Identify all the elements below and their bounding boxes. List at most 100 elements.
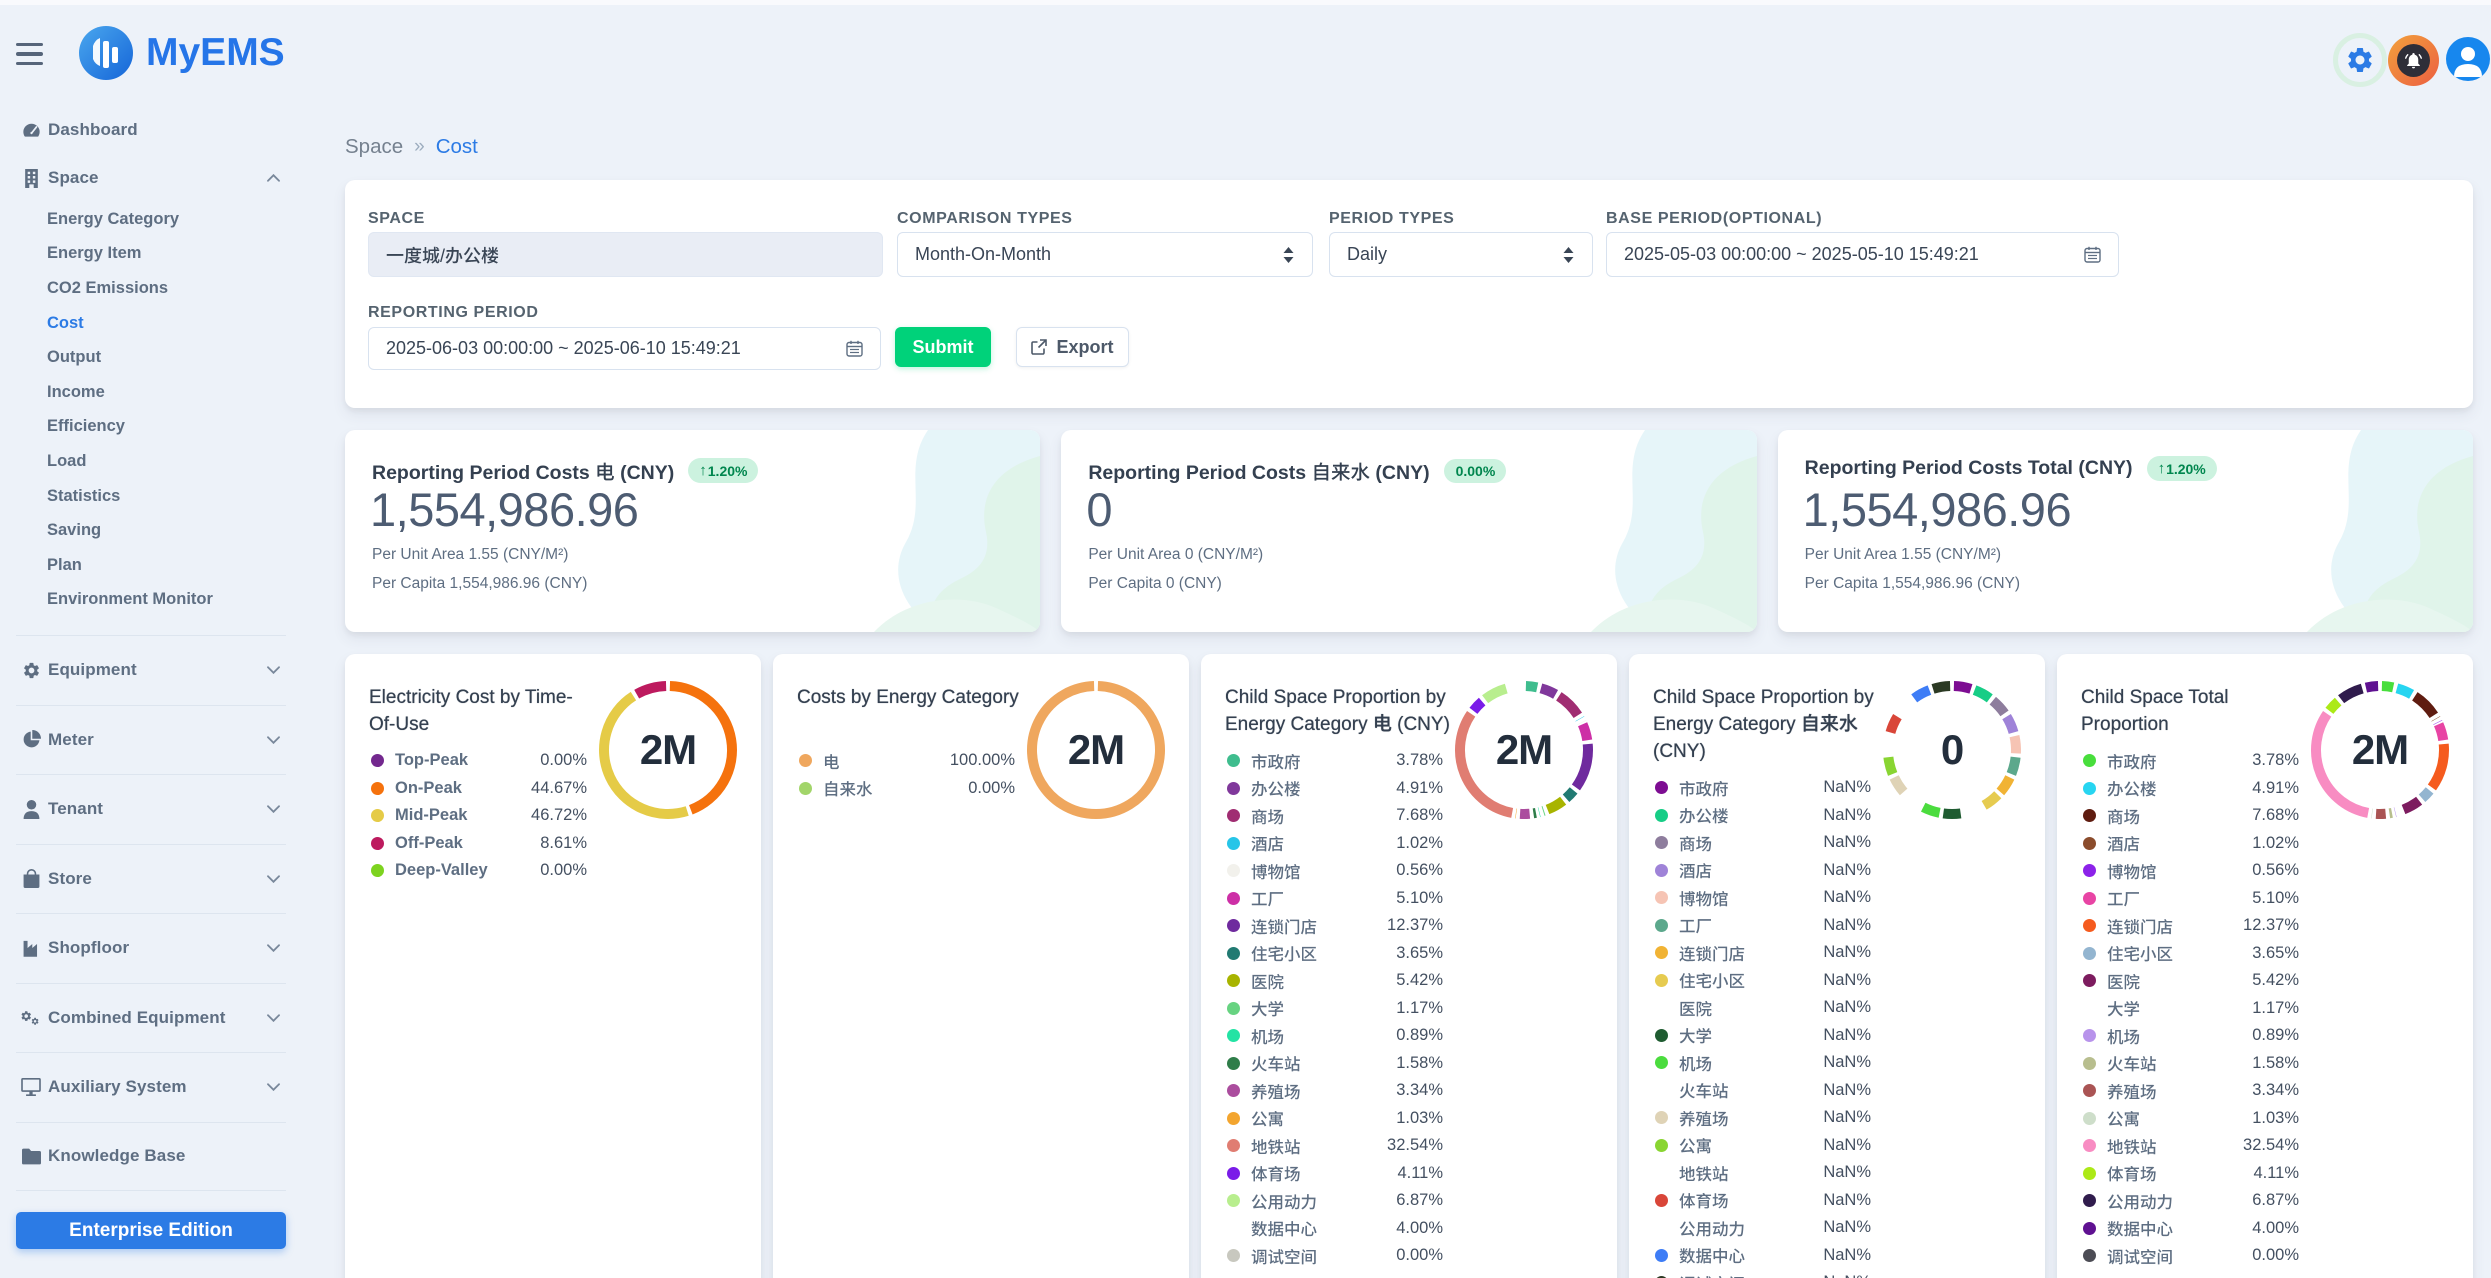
sidebar-item-store[interactable]: Store — [16, 845, 286, 914]
sidebar-subitem-income[interactable]: Income — [47, 382, 105, 401]
reporting-period-input[interactable]: 2025-06-03 00:00:00 ~ 2025-06-10 15:49:2… — [368, 327, 881, 370]
legend-item[interactable]: 大学 1.17% — [2083, 995, 2299, 1023]
sidebar-subitem-cost[interactable]: Cost — [47, 313, 84, 332]
legend-item[interactable]: 医院 5.42% — [2083, 967, 2299, 995]
legend-item[interactable]: 住宅小区 3.65% — [1227, 940, 1443, 968]
enterprise-edition-button[interactable]: Enterprise Edition — [16, 1212, 286, 1250]
legend-item[interactable]: 大学 1.17% — [1227, 995, 1443, 1023]
legend-item[interactable]: 工厂 NaN% — [1655, 912, 1871, 940]
sidebar-item-combined-equipment[interactable]: Combined Equipment — [16, 984, 286, 1053]
legend-item[interactable]: 酒店 NaN% — [1655, 857, 1871, 885]
sidebar-subitem-environment-monitor[interactable]: Environment Monitor — [47, 590, 213, 609]
legend-item[interactable]: 调试空间 NaN% — [1655, 1269, 1871, 1278]
sidebar-item-auxiliary-system[interactable]: Auxiliary System — [16, 1053, 286, 1122]
legend-item[interactable]: On-Peak 44.67% — [371, 775, 587, 803]
legend-item[interactable]: 医院 5.42% — [1227, 967, 1443, 995]
legend-item[interactable]: 数据中心 4.00% — [2083, 1215, 2299, 1243]
period-types-select[interactable]: Daily — [1329, 232, 1593, 277]
hamburger-menu-icon[interactable] — [16, 43, 43, 65]
legend-item[interactable]: 公寓 1.03% — [1227, 1105, 1443, 1133]
legend-item[interactable]: 调试空间 0.00% — [1227, 1242, 1443, 1270]
legend-item[interactable]: 博物馆 NaN% — [1655, 884, 1871, 912]
legend-item[interactable]: 市政府 3.78% — [2083, 747, 2299, 775]
legend-item[interactable]: 机场 0.89% — [2083, 1022, 2299, 1050]
legend-item[interactable]: 公寓 NaN% — [1655, 1132, 1871, 1160]
legend-item[interactable]: Top-Peak 0.00% — [371, 747, 587, 775]
legend-item[interactable]: 酒店 1.02% — [2083, 830, 2299, 858]
sidebar-item-knowledge-base[interactable]: Knowledge Base — [16, 1123, 286, 1191]
legend-item[interactable]: Off-Peak 8.61% — [371, 830, 587, 858]
sidebar-subitem-energy-item[interactable]: Energy Item — [47, 244, 142, 263]
sidebar-item-meter[interactable]: Meter — [16, 706, 286, 775]
sidebar-subitem-statistics[interactable]: Statistics — [47, 486, 121, 505]
legend-item[interactable]: 体育场 4.11% — [2083, 1160, 2299, 1188]
legend-item[interactable]: 酒店 1.02% — [1227, 830, 1443, 858]
submit-button[interactable]: Submit — [895, 327, 991, 367]
legend-item[interactable]: 体育场 4.11% — [1227, 1160, 1443, 1188]
legend-item[interactable]: Mid-Peak 46.72% — [371, 802, 587, 830]
legend-item[interactable]: 医院 NaN% — [1655, 994, 1871, 1022]
legend-item[interactable]: 商场 7.68% — [2083, 802, 2299, 830]
legend-item[interactable]: 养殖场 3.34% — [1227, 1077, 1443, 1105]
legend-item[interactable]: 机场 0.89% — [1227, 1022, 1443, 1050]
legend-item[interactable]: 工厂 5.10% — [2083, 885, 2299, 913]
legend-item[interactable]: 火车站 1.58% — [1227, 1050, 1443, 1078]
legend-item[interactable]: 市政府 3.78% — [1227, 747, 1443, 775]
legend-item[interactable]: 调试空间 0.00% — [2083, 1242, 2299, 1270]
sidebar-subitem-efficiency[interactable]: Efficiency — [47, 417, 125, 436]
legend-item[interactable]: 商场 7.68% — [1227, 802, 1443, 830]
sidebar-subitem-load[interactable]: Load — [47, 451, 87, 470]
legend-item[interactable]: 连锁门店 12.37% — [1227, 912, 1443, 940]
user-avatar[interactable] — [2446, 37, 2490, 81]
legend-item[interactable]: 养殖场 3.34% — [2083, 1077, 2299, 1105]
sidebar-item-space[interactable]: Space — [16, 154, 286, 202]
legend-item[interactable]: 体育场 NaN% — [1655, 1187, 1871, 1215]
legend-item[interactable]: 博物馆 0.56% — [2083, 857, 2299, 885]
legend-item[interactable]: 数据中心 NaN% — [1655, 1242, 1871, 1270]
legend-item[interactable]: 工厂 5.10% — [1227, 885, 1443, 913]
settings-gear-button[interactable] — [2333, 33, 2387, 87]
sidebar-item-dashboard[interactable]: Dashboard — [16, 106, 286, 154]
legend-item[interactable]: 市政府 NaN% — [1655, 774, 1871, 802]
legend-item[interactable]: 机场 NaN% — [1655, 1049, 1871, 1077]
legend-item[interactable]: 住宅小区 3.65% — [2083, 940, 2299, 968]
legend-item[interactable]: 办公楼 4.91% — [2083, 775, 2299, 803]
sidebar-item-tenant[interactable]: Tenant — [16, 775, 286, 844]
legend-item[interactable]: 养殖场 NaN% — [1655, 1104, 1871, 1132]
brand-logo[interactable]: MyEMS — [79, 26, 285, 80]
sidebar-item-shopfloor[interactable]: Shopfloor — [16, 914, 286, 983]
sidebar-subitem-saving[interactable]: Saving — [47, 521, 102, 540]
sidebar-subitem-plan[interactable]: Plan — [47, 555, 82, 574]
legend-item[interactable]: Deep-Valley 0.00% — [371, 857, 587, 885]
legend-item[interactable]: 大学 NaN% — [1655, 1022, 1871, 1050]
sidebar-item-equipment[interactable]: Equipment — [16, 636, 286, 705]
legend-item[interactable]: 公用动力 6.87% — [2083, 1187, 2299, 1215]
legend-item[interactable]: 电 100.00% — [799, 747, 1015, 775]
legend-item[interactable]: 火车站 1.58% — [2083, 1050, 2299, 1078]
export-button[interactable]: Export — [1016, 327, 1129, 367]
legend-item[interactable]: 连锁门店 12.37% — [2083, 912, 2299, 940]
breadcrumb-space-link[interactable]: Space — [345, 135, 404, 158]
legend-item[interactable]: 办公楼 4.91% — [1227, 775, 1443, 803]
legend-item[interactable]: 公寓 1.03% — [2083, 1105, 2299, 1133]
legend-item[interactable]: 地铁站 32.54% — [2083, 1132, 2299, 1160]
sidebar-subitem-co2-emissions[interactable]: CO2 Emissions — [47, 278, 169, 297]
legend-item[interactable]: 地铁站 32.54% — [1227, 1132, 1443, 1160]
legend-item[interactable]: 公用动力 6.87% — [1227, 1187, 1443, 1215]
base-period-input[interactable]: 2025-05-03 00:00:00 ~ 2025-05-10 15:49:2… — [1606, 232, 2119, 277]
legend-item[interactable]: 地铁站 NaN% — [1655, 1159, 1871, 1187]
legend-item[interactable]: 连锁门店 NaN% — [1655, 939, 1871, 967]
legend-item[interactable]: 博物馆 0.56% — [1227, 857, 1443, 885]
legend-item[interactable]: 公用动力 NaN% — [1655, 1214, 1871, 1242]
sidebar-subitem-output[interactable]: Output — [47, 348, 102, 367]
legend-item[interactable]: 火车站 NaN% — [1655, 1077, 1871, 1105]
legend-item[interactable]: 办公楼 NaN% — [1655, 802, 1871, 830]
legend-item[interactable]: 自来水 0.00% — [799, 775, 1015, 803]
comparison-types-select[interactable]: Month-On-Month — [897, 232, 1313, 277]
legend-item[interactable]: 数据中心 4.00% — [1227, 1215, 1443, 1243]
space-input[interactable]: 一度城/办公楼 — [368, 232, 883, 277]
legend-item[interactable]: 住宅小区 NaN% — [1655, 967, 1871, 995]
legend-item[interactable]: 商场 NaN% — [1655, 829, 1871, 857]
sidebar-subitem-energy-category[interactable]: Energy Category — [47, 209, 180, 228]
notifications-button[interactable] — [2388, 35, 2439, 86]
